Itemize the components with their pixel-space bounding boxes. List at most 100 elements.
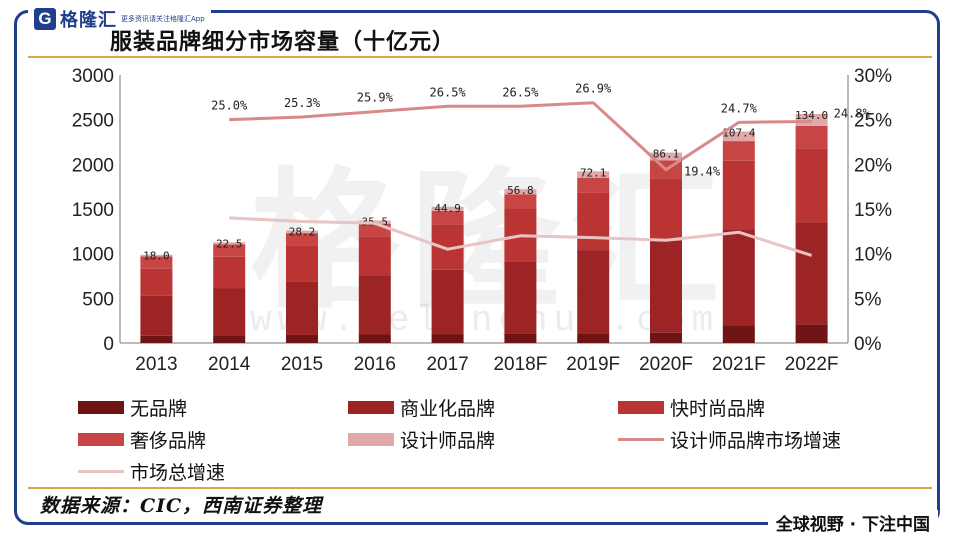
bar-fast-fashion (650, 178, 682, 241)
source-divider (28, 487, 932, 489)
x-tick-label: 2019F (566, 354, 620, 375)
bar-data-label: 18.0 (143, 250, 170, 263)
title-divider (28, 56, 932, 58)
line-data-label: 24.8% (834, 106, 871, 120)
legend-item-designer: 设计师品牌 (348, 426, 495, 453)
bar-fast-fashion (795, 148, 828, 223)
line-data-label: 25.3% (284, 96, 321, 110)
legend-swatch-no-brand (78, 401, 124, 414)
bar-commercial (358, 275, 391, 335)
bar-designer (722, 131, 755, 142)
bar-commercial (577, 250, 610, 334)
legend-item-designer-growth: 设计师品牌市场增速 (618, 426, 841, 453)
x-tick-label: 2015 (281, 354, 323, 375)
y-tick-label-right: 25% (854, 111, 892, 132)
bar-commercial (722, 229, 755, 326)
bar-data-label: 134.0 (795, 109, 828, 122)
bar-luxury (140, 256, 173, 269)
bar-luxury (213, 244, 246, 257)
y-tick-label-left: 0 (103, 334, 114, 355)
bar-fast-fashion (577, 192, 610, 251)
y-tick-label-left: 1500 (72, 200, 114, 221)
y-tick-label-left: 3000 (72, 66, 114, 87)
logo-mark: G (34, 8, 56, 30)
x-tick-label: 2020F (639, 354, 693, 375)
line-data-label: 24.7% (721, 101, 758, 115)
y-tick-label-right: 10% (854, 245, 892, 266)
logo-name: 格隆汇 (60, 10, 117, 31)
line-designer-growth (229, 101, 812, 172)
x-tick-label: 2013 (135, 354, 177, 375)
bar-designer (577, 171, 610, 178)
bar-luxury (286, 233, 318, 246)
y-tick-label-left: 2000 (72, 155, 114, 176)
bar-no-brand (650, 332, 682, 343)
bar-designer (431, 206, 464, 211)
chart-title: 服装品牌细分市场容量（十亿元） (110, 29, 456, 55)
bar-data-label: 72.1 (580, 166, 607, 179)
line-data-label: 25.9% (357, 91, 394, 105)
bar-designer (140, 254, 173, 257)
x-tick-label: 2017 (426, 354, 468, 375)
bar-data-label: 86.1 (653, 148, 680, 161)
bar-data-label: 28.2 (289, 226, 316, 239)
bar-fast-fashion (358, 236, 391, 276)
line-data-label: 26.5% (502, 85, 539, 99)
bar-no-brand (504, 333, 537, 343)
logo-tagline: 更多资讯请关注格隆汇App (121, 15, 205, 23)
data-source: 数据来源：CIC，西南证券整理 (40, 495, 323, 517)
bar-luxury (504, 194, 537, 209)
legend-item-fast-fashion: 快时尚品牌 (618, 394, 765, 421)
bar-no-brand (140, 335, 173, 343)
bar-commercial (795, 222, 828, 325)
legend-item-commercial: 商业化品牌 (348, 394, 495, 421)
bar-commercial (504, 261, 537, 334)
bar-no-brand (358, 334, 391, 343)
x-tick-label: 2021F (712, 354, 766, 375)
line-data-label: 19.4% (684, 165, 721, 179)
bar-no-brand (431, 334, 464, 343)
legend-swatch-commercial (348, 401, 394, 414)
bar-fast-fashion (722, 160, 755, 230)
y-tick-label-right: 30% (854, 66, 892, 87)
bar-commercial (140, 295, 173, 336)
line-data-label: 26.9% (575, 82, 612, 96)
legend-label-designer-growth: 设计师品牌市场增速 (670, 430, 842, 452)
y-tick-label-right: 20% (854, 155, 892, 176)
x-tick-label: 2022F (785, 354, 839, 375)
y-tick-label-right: 15% (854, 200, 892, 221)
bar-commercial (650, 240, 682, 333)
legend-label-commercial: 商业化品牌 (400, 398, 496, 420)
bar-designer (650, 152, 682, 161)
bar-commercial (213, 288, 246, 336)
legend-label-luxury: 奢侈品牌 (130, 430, 207, 452)
legend-swatch-designer (348, 433, 394, 446)
bar-no-brand (286, 334, 318, 343)
bar-luxury (577, 177, 610, 193)
x-tick-label: 2016 (354, 354, 396, 375)
bar-designer (286, 230, 318, 234)
bar-data-label: 107.4 (722, 127, 755, 140)
bar-data-label: 22.5 (216, 237, 243, 250)
line-data-label: 26.5% (430, 85, 467, 99)
footer-tagline: 全球视野 · 下注中国 (767, 510, 938, 535)
bar-designer (504, 189, 537, 195)
bar-fast-fashion (140, 268, 173, 296)
bar-luxury (795, 125, 828, 149)
y-tick-label-left: 500 (82, 289, 114, 310)
y-tick-label-left: 2500 (72, 111, 114, 132)
x-tick-label: 2018F (493, 354, 547, 375)
legend-swatch-luxury (78, 433, 124, 446)
legend-label-no-brand: 无品牌 (130, 398, 188, 420)
bar-designer (213, 242, 246, 245)
bar-commercial (286, 281, 318, 335)
line-total-growth (229, 216, 813, 257)
bar-fast-fashion (286, 245, 318, 282)
bar-no-brand (795, 324, 828, 343)
y-tick-label-right: 0% (854, 334, 882, 355)
line-data-label: 25.0% (211, 99, 248, 113)
bar-no-brand (722, 325, 755, 343)
legend-swatch-fast-fashion (618, 401, 664, 414)
bar-commercial (431, 269, 464, 335)
